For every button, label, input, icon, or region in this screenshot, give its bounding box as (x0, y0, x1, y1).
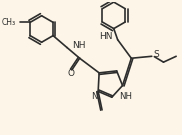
Text: NH: NH (72, 41, 86, 50)
Text: S: S (154, 50, 159, 59)
Text: O: O (67, 69, 74, 78)
Text: CH₃: CH₃ (2, 18, 16, 27)
Text: NH: NH (120, 92, 133, 101)
Text: N: N (91, 92, 98, 101)
Text: HN: HN (99, 32, 112, 41)
